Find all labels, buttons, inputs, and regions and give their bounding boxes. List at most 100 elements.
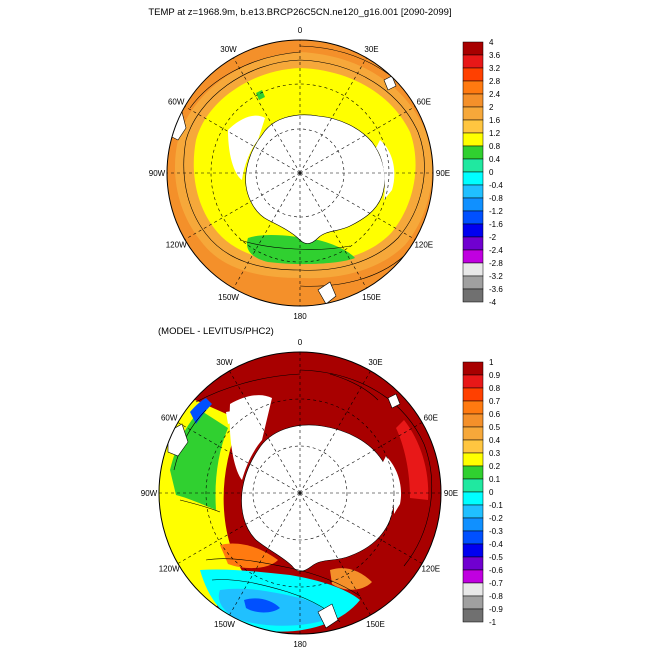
- top-colorbar-label: 0.8: [489, 142, 501, 151]
- top-colorbar-label: 1.2: [489, 129, 501, 138]
- bottom-lon-label: 90W: [141, 489, 158, 498]
- top-colorbar-swatch: [462, 54, 484, 69]
- top-colorbar-label: -2.8: [489, 259, 503, 268]
- bottom-longitude-labels: 0 30E 60E 90E 120E 150E 180 150W 120W 90W 60W 30W: [141, 338, 458, 647]
- top-antarctica: [245, 114, 385, 244]
- top-lon-label: 90E: [436, 169, 450, 178]
- top-lon-label: 150W: [218, 293, 239, 302]
- top-lon-label: 60W: [168, 98, 185, 107]
- bottom-colorbar-label: -0.5: [489, 553, 503, 562]
- top-colorbar-swatch: [462, 249, 484, 264]
- bottom-colorbar-swatch: [462, 452, 484, 467]
- bottom-colorbar: 1 0.9 0.8 0.7 0.6 0.5 0.4 0.3 0.2 0.1 0 -0.1 -0.2 -0.…: [462, 358, 503, 627]
- bottom-polar-map: [158, 351, 442, 635]
- bottom-colorbar-label: 0.6: [489, 410, 501, 419]
- bot-ice-mask-3: [226, 410, 240, 424]
- bottom-colorbar-label: -0.2: [489, 514, 503, 523]
- top-colorbar-swatch: [462, 171, 484, 186]
- top-colorbar-swatch: [462, 262, 484, 277]
- top-colorbar-swatch: [462, 106, 484, 121]
- top-ice-mask: [228, 115, 265, 180]
- bottom-colorbar-swatch: [462, 439, 484, 454]
- top-longitude-labels: 0 30E 60E 90E 120E 150E 180 150W 120W 90W 60W 30W: [149, 26, 450, 321]
- bottom-lon-label: 30E: [368, 358, 382, 367]
- top-colorbar-label: 3.2: [489, 64, 501, 73]
- bottom-colorbar-swatch: [462, 426, 484, 441]
- bottom-colorbar-label: -0.1: [489, 501, 503, 510]
- bottom-colorbar-label: 1: [489, 358, 494, 367]
- bottom-colorbar-label: 0.8: [489, 384, 501, 393]
- bottom-lon-label: 60E: [424, 414, 438, 423]
- top-colorbar-swatch: [462, 197, 484, 212]
- top-colorbar-label: 2.8: [489, 77, 501, 86]
- bot-red-east: [396, 420, 429, 500]
- bottom-colorbar-label: 0.2: [489, 462, 501, 471]
- top-colorbar-swatch: [462, 41, 484, 56]
- bottom-lon-label: 120E: [421, 565, 440, 574]
- top-lon-label: 30E: [364, 45, 378, 54]
- bottom-colorbar-label: -1: [489, 618, 497, 627]
- top-colorbar-label: -1.6: [489, 220, 503, 229]
- bot-land-nz: [317, 603, 339, 629]
- top-colorbar-swatch: [462, 288, 484, 303]
- top-colorbar-swatch: [462, 158, 484, 173]
- bottom-colorbar-swatch: [462, 517, 484, 532]
- top-ice-mask-2: [376, 140, 395, 200]
- top-colorbar-swatch: [462, 223, 484, 238]
- top-lon-label: 60E: [417, 98, 431, 107]
- top-map-title: TEMP at z=1968.9m, b.e13.BRCP26C5CN.ne12…: [148, 7, 451, 18]
- bottom-lon-label: 180: [293, 640, 307, 647]
- bottom-colorbar-label: 0.1: [489, 475, 501, 484]
- top-land-kerguelen: [383, 75, 397, 91]
- top-lon-label: 150E: [362, 293, 381, 302]
- bottom-map-border: [158, 351, 442, 635]
- top-lon-label: 0: [298, 26, 303, 35]
- top-lon-label: 180: [293, 312, 307, 321]
- bottom-colorbar-label: 0.9: [489, 371, 501, 380]
- top-colorbar-label: -2: [489, 233, 497, 242]
- top-colorbar-label: -0.8: [489, 194, 503, 203]
- top-colorbar-swatch: [462, 132, 484, 147]
- top-colorbar-label: 0: [489, 168, 494, 177]
- top-colorbar-swatch: [462, 275, 484, 290]
- top-colorbar-label: -3.2: [489, 272, 503, 281]
- bottom-colorbar-label: -0.9: [489, 605, 503, 614]
- bottom-lon-label: 0: [298, 338, 303, 347]
- bottom-lon-label: 150E: [366, 620, 385, 629]
- top-colorbar-swatch: [462, 210, 484, 225]
- bottom-lon-label: 30W: [216, 358, 233, 367]
- bottom-colorbar-label: 0.3: [489, 449, 501, 458]
- top-colorbar-label: -1.2: [489, 207, 503, 216]
- top-colorbar-label: 1.6: [489, 116, 501, 125]
- bottom-colorbar-label: -0.6: [489, 566, 503, 575]
- bottom-colorbar-swatch: [462, 465, 484, 480]
- top-colorbar-label: 0.4: [489, 155, 501, 164]
- top-lon-label: 120W: [166, 241, 187, 250]
- top-lon-label: 90W: [149, 169, 166, 178]
- bottom-colorbar-label: 0.5: [489, 423, 501, 432]
- bottom-colorbar-swatch: [462, 413, 484, 428]
- bottom-colorbar-label: -0.3: [489, 527, 503, 536]
- bottom-colorbar-swatch: [462, 491, 484, 506]
- bottom-colorbar-swatch: [462, 582, 484, 597]
- bot-west-blue-strip: [190, 398, 212, 424]
- bot-orange-patch-2: [330, 568, 372, 590]
- top-colorbar-label: -2.4: [489, 246, 503, 255]
- top-colorbar-label: 4: [489, 38, 494, 47]
- top-polar-map: [166, 39, 434, 307]
- bot-south-darkblue: [244, 598, 280, 613]
- bottom-colorbar-swatch: [462, 504, 484, 519]
- bottom-colorbar-swatch: [462, 556, 484, 571]
- bottom-colorbar-swatch: [462, 400, 484, 415]
- top-colorbar-label: 3.6: [489, 51, 501, 60]
- bottom-colorbar-swatch: [462, 387, 484, 402]
- bottom-colorbar-swatch: [462, 595, 484, 610]
- top-colorbar-swatch: [462, 119, 484, 134]
- bot-ice-mask-2: [382, 456, 402, 514]
- top-colorbar: 4 3.6 3.2 2.8 2.4 2 1.6 1.2 0.8 0.4 0 -0.4 -0.8 -1.2 -…: [462, 38, 503, 307]
- bottom-colorbar-label: -0.8: [489, 592, 503, 601]
- top-colorbar-label: 2.4: [489, 90, 501, 99]
- bot-land-kerguelen: [387, 393, 401, 409]
- top-colorbar-swatch: [462, 184, 484, 199]
- top-colorbar-swatch: [462, 80, 484, 95]
